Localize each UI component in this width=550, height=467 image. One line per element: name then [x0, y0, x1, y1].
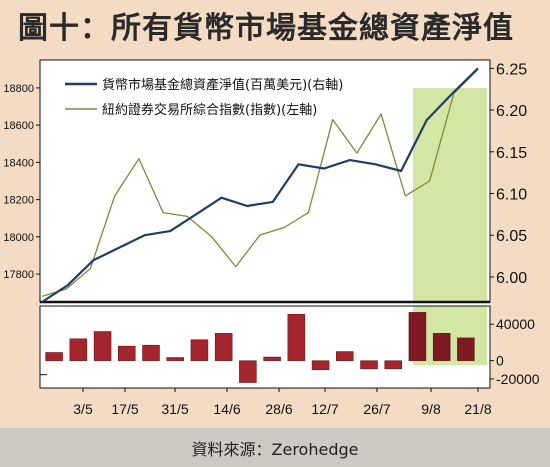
- highlight-region-upper: [413, 88, 487, 302]
- page-title: 圖十：所有貨幣市場基金總資產淨值: [18, 11, 514, 46]
- bar: [384, 360, 402, 370]
- left-axis-tick-label: 18400: [3, 157, 34, 169]
- x-axis-tick-label: 9/8: [421, 401, 441, 417]
- bar: [287, 313, 306, 361]
- bar: [239, 360, 257, 383]
- nyse-index-line: [41, 68, 479, 298]
- bar: [360, 360, 378, 370]
- x-axis: 3/5 17/5 31/5 14/6 28/6 12/7 26/7 9/8 21/8: [73, 388, 492, 417]
- bar-axis-tick-label: 40000: [496, 316, 535, 332]
- bar-series: [45, 312, 475, 383]
- bar: [142, 344, 160, 361]
- right-axis-tick-label: 6.25: [496, 61, 527, 78]
- source-bar: 資料來源：Zerohedge: [0, 428, 550, 467]
- upper-plot-frame: [39, 59, 491, 304]
- lower-plot-frame: [39, 305, 491, 389]
- bar: [166, 357, 184, 361]
- bar-axis-tick-label: -20000: [496, 371, 540, 387]
- x-axis-tick-label: 28/6: [265, 401, 292, 417]
- bar: [93, 331, 112, 361]
- bar: [311, 360, 330, 371]
- x-axis-tick-label: 3/5: [73, 401, 93, 417]
- legend-label: 貨幣市場基金總資產淨值(百萬美元)(右軸): [102, 77, 343, 93]
- left-axis-tick-label: 18600: [3, 120, 34, 132]
- left-axis-tick-label: 18000: [3, 232, 34, 244]
- x-axis-tick-label: 17/5: [111, 401, 138, 417]
- right-axis-tick-label: 6.00: [496, 270, 527, 287]
- left-axis-tick-label: 17800: [3, 269, 34, 281]
- bar: [336, 351, 354, 361]
- right-axis-tick-label: 6.05: [496, 228, 527, 245]
- legend-label: 紐約證券交易所綜合指數(指數)(左軸): [102, 102, 317, 118]
- bar: [118, 345, 136, 361]
- source-text: 資料來源：Zerohedge: [191, 439, 359, 459]
- right-axis-tick-label: 6.15: [496, 145, 527, 162]
- bar-axis-tick-label: 0: [496, 353, 504, 369]
- left-axis-tick-label: 18800: [3, 83, 34, 95]
- right-axis-tick-label: 6.20: [496, 103, 527, 120]
- left-axis-tick-label: 18200: [3, 195, 34, 207]
- bar: [45, 352, 63, 361]
- bar: [214, 333, 233, 361]
- left-axis: 17800 18000 18200 18400 18600 18800: [3, 83, 40, 281]
- money-market-assets-line: [41, 67, 479, 303]
- x-axis-tick-label: 21/8: [464, 401, 491, 417]
- bar: [69, 338, 88, 361]
- bar-axis: 40000 0 -20000: [40, 316, 540, 387]
- x-axis-tick-label: 31/5: [161, 401, 188, 417]
- legend: 貨幣市場基金總資產淨值(百萬美元)(右軸) 紐約證券交易所綜合指數(指數)(左軸): [65, 77, 343, 118]
- lower-plot-border: [39, 305, 491, 389]
- x-axis-tick-label: 12/7: [311, 401, 338, 417]
- bar: [263, 356, 281, 361]
- bar: [432, 333, 451, 361]
- bar: [408, 312, 427, 361]
- right-axis: 6.00 6.05 6.10 6.15 6.20 6.25: [490, 61, 527, 287]
- x-axis-tick-label: 14/6: [213, 401, 240, 417]
- x-axis-tick-label: 26/7: [363, 401, 390, 417]
- right-axis-tick-label: 6.10: [496, 187, 527, 204]
- bar: [190, 339, 209, 361]
- title-bar: 圖十：所有貨幣市場基金總資產淨值: [0, 0, 550, 50]
- line-series: [41, 67, 479, 303]
- bar: [457, 337, 475, 361]
